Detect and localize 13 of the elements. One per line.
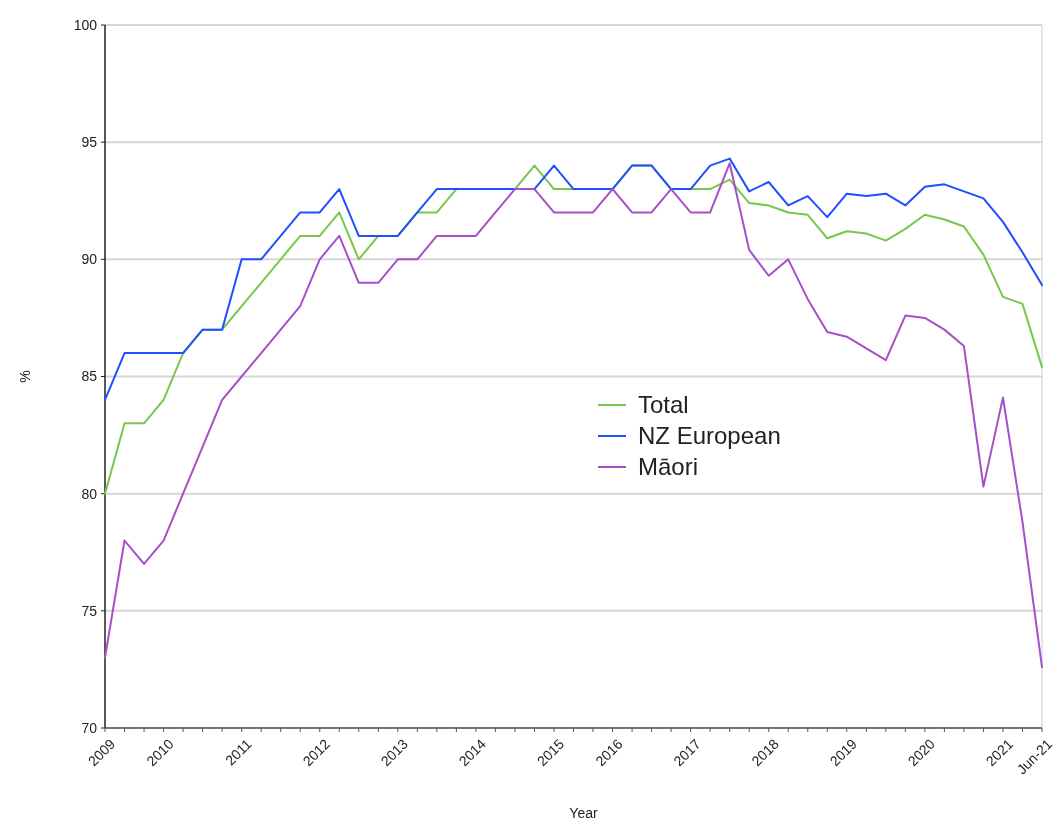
legend-label: NZ European (638, 422, 781, 450)
legend-label: Māori (638, 453, 699, 481)
y-tick-label: 75 (81, 602, 98, 619)
line-series (104, 162, 1043, 669)
y-tick-label: 90 (81, 251, 98, 268)
x-axis-title: Year (569, 805, 598, 821)
y-tick-label: 95 (81, 134, 98, 151)
y-axis-title: % (17, 370, 33, 383)
y-tick-label: 85 (81, 368, 98, 385)
y-tick-label: 100 (73, 16, 98, 33)
y-tick-label: 80 (81, 485, 98, 502)
y-tick-label: 70 (81, 719, 98, 736)
legend-label: Total (638, 391, 689, 419)
